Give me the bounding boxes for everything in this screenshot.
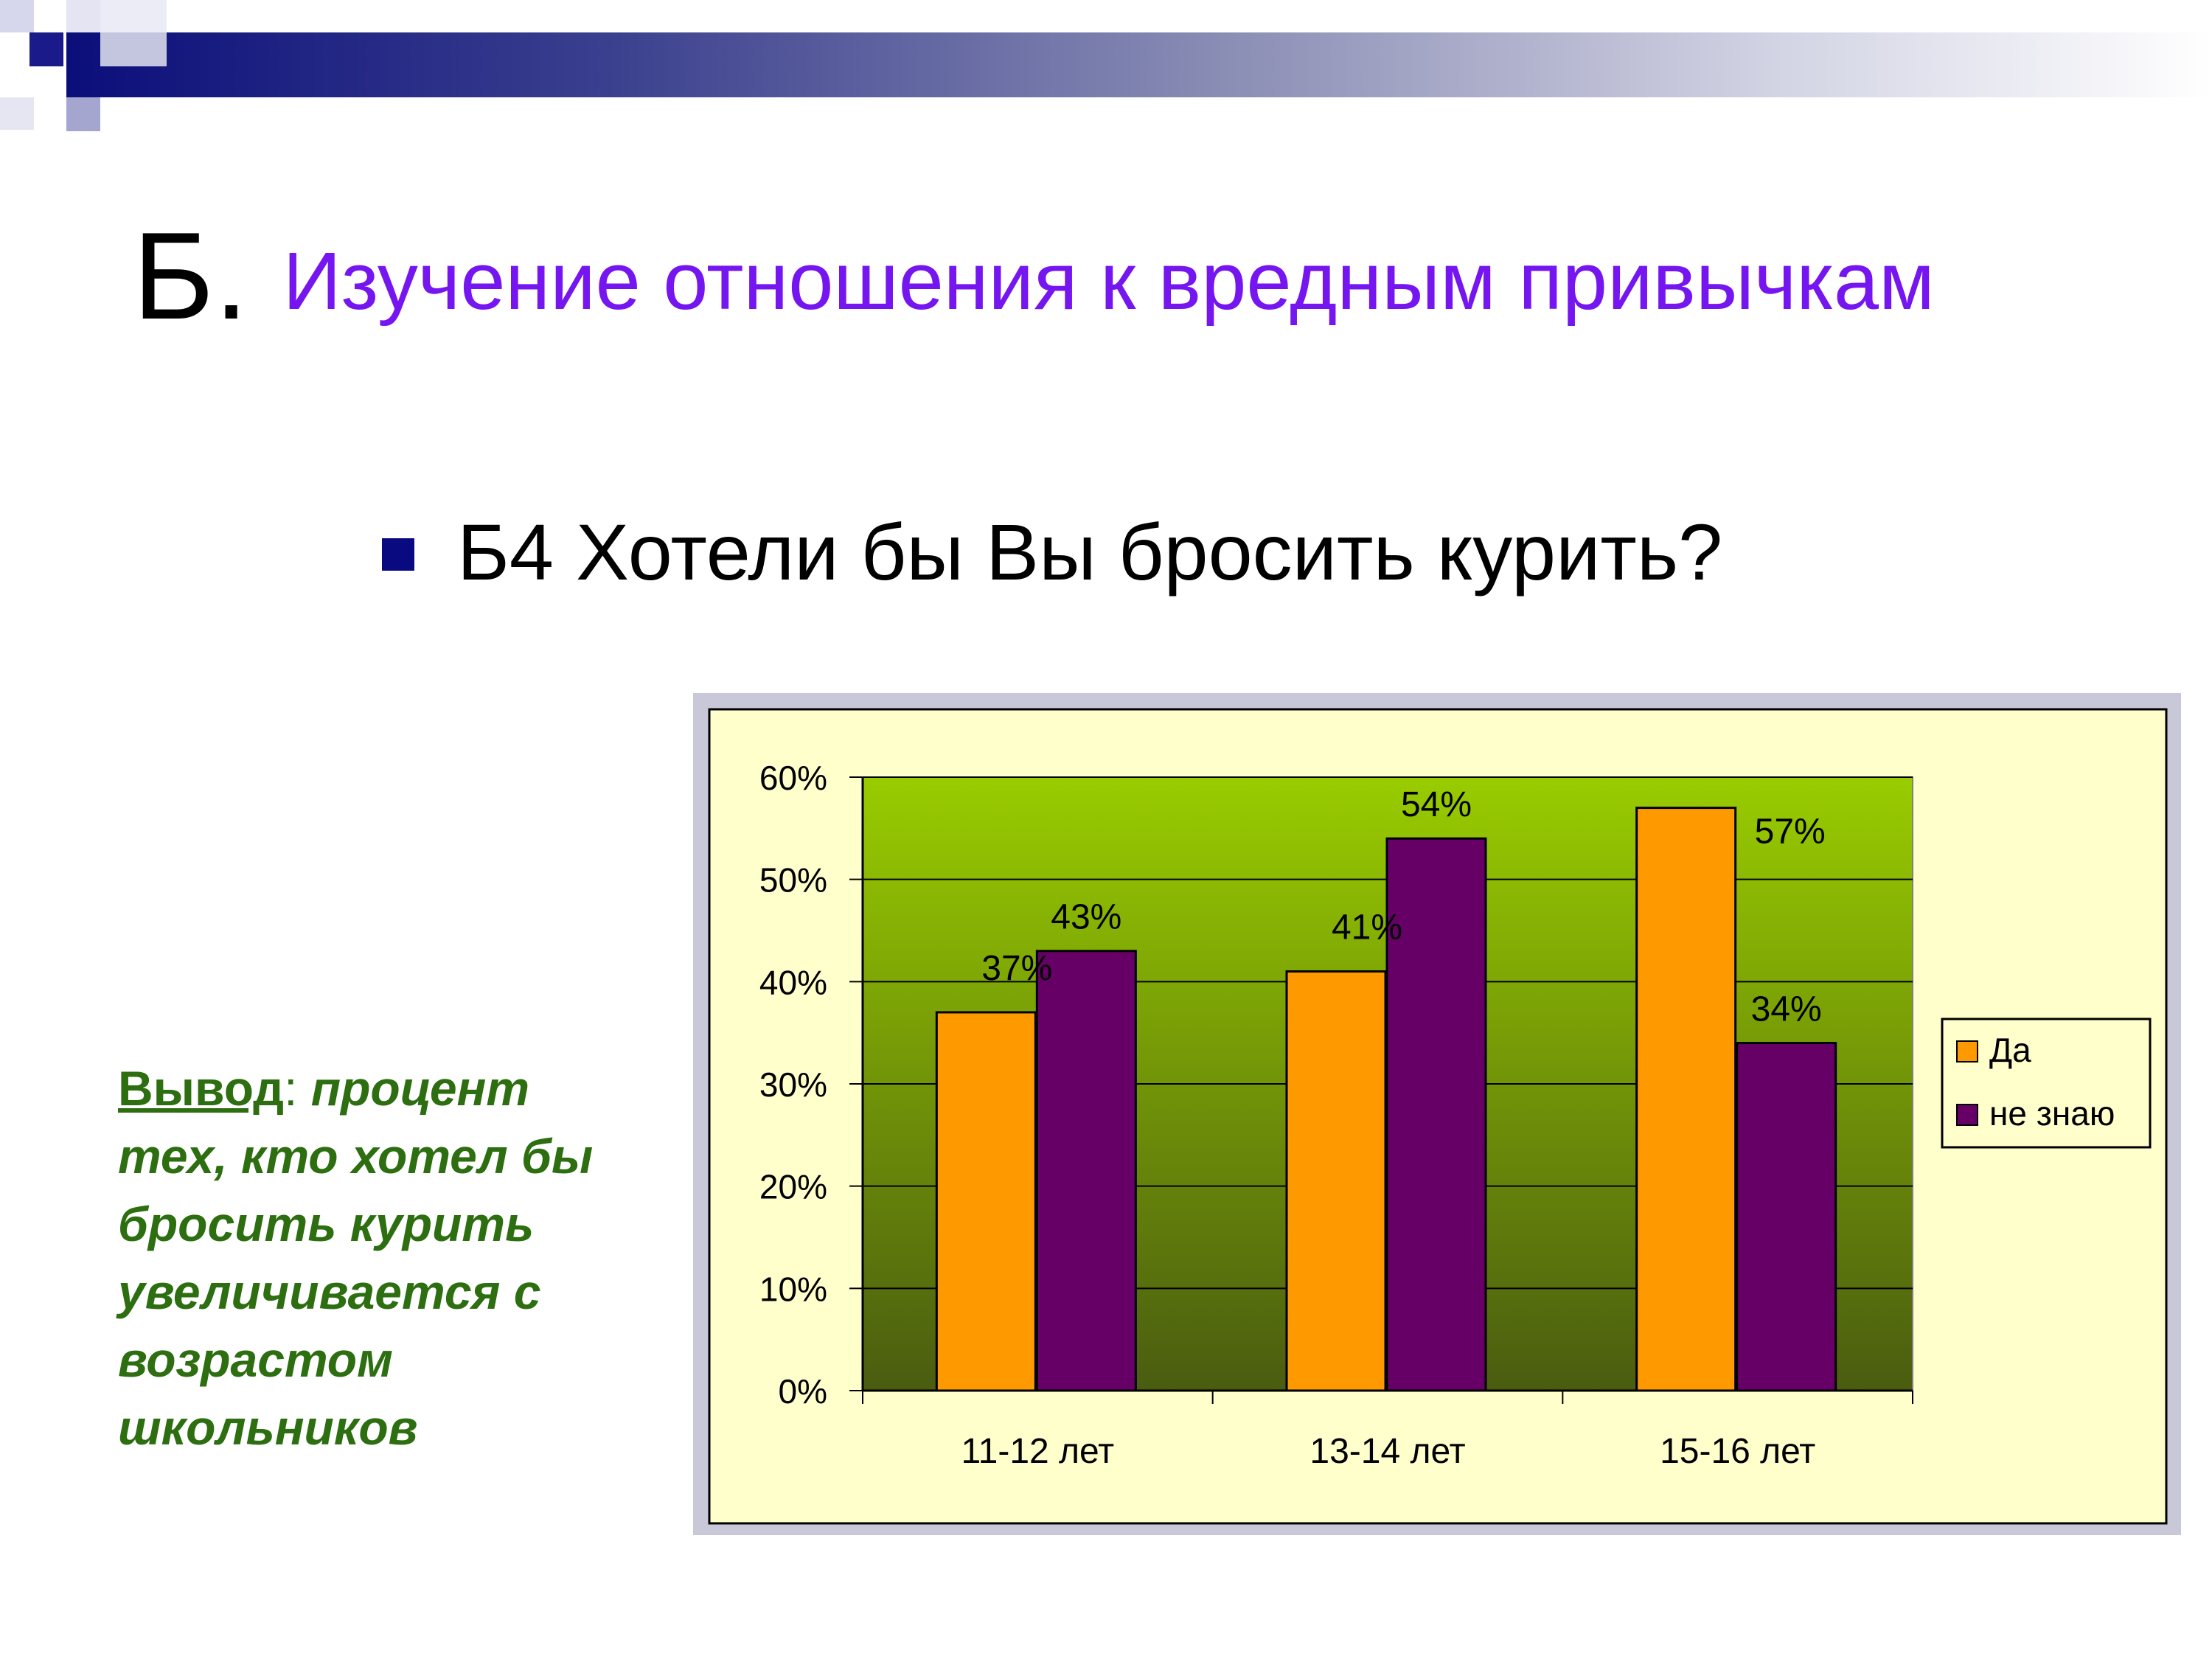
header-gradient-bar (66, 32, 2212, 97)
legend-swatch (1956, 1040, 1978, 1062)
y-tick-label: 20% (759, 1168, 827, 1206)
axes: 0% 10% 20% 30% 40% 50% 60% 11-12 лет 13-14 лет 15… (759, 759, 1913, 1471)
legend-label: не знаю (1989, 1094, 2115, 1133)
legend-swatch (1956, 1104, 1978, 1126)
bar-da (1285, 970, 1387, 1392)
y-tick-label: 30% (759, 1065, 827, 1104)
data-label: 34% (1751, 990, 1822, 1029)
header-square-light (66, 0, 100, 32)
header-square-light (0, 0, 34, 32)
x-tick-label: 11-12 лет (961, 1432, 1115, 1471)
y-tick-label: 50% (759, 861, 827, 900)
x-tick-label: 13-14 лет (1310, 1432, 1465, 1471)
legend-label: Да (1989, 1031, 2031, 1069)
title-prefix: Б. (133, 206, 248, 345)
x-tick-label: 15-16 лет (1660, 1432, 1815, 1471)
bar-ne-znayu (1736, 1042, 1837, 1392)
bar-da (935, 1011, 1037, 1392)
conclusion-body: процент тех, кто хотел бы бросить курить… (118, 1061, 594, 1455)
data-label: 41% (1332, 908, 1402, 947)
title-text: Изучение отношения к вредным привычкам (282, 235, 1935, 327)
header-square-mid (100, 32, 167, 66)
data-label: 57% (1755, 813, 1826, 852)
legend: Да не знаю (1941, 1018, 2152, 1149)
bar-da (1635, 807, 1737, 1392)
data-label: 37% (981, 949, 1052, 988)
bars (935, 807, 1837, 1392)
y-tick-label: 60% (759, 759, 827, 797)
bar-ne-znayu (1035, 950, 1137, 1392)
data-label: 43% (1051, 898, 1121, 937)
slide-title: Б. Изучение отношения к вредным привычка… (133, 214, 1935, 338)
y-tick-label: 40% (759, 963, 827, 1001)
header-square-dark (29, 32, 63, 66)
bullet-square-icon (382, 538, 414, 571)
question-text: Б4 Хотели бы Вы бросить курить? (457, 507, 1723, 597)
y-tick-label: 10% (759, 1270, 827, 1308)
conclusion-text-block: Вывод: процент тех, кто хотел бы бросить… (118, 1054, 634, 1461)
conclusion-label: Вывод (118, 1061, 285, 1116)
data-labels: 37% 43% 41% 54% 57% 34% (981, 785, 1825, 1029)
bar-ne-znayu (1385, 837, 1487, 1392)
conclusion-colon: : (284, 1061, 298, 1116)
y-tick-label: 0% (779, 1372, 827, 1411)
header-square-mid (66, 97, 100, 131)
header-square-light (0, 97, 34, 130)
header-square-light (100, 0, 167, 32)
data-label: 54% (1401, 785, 1472, 824)
